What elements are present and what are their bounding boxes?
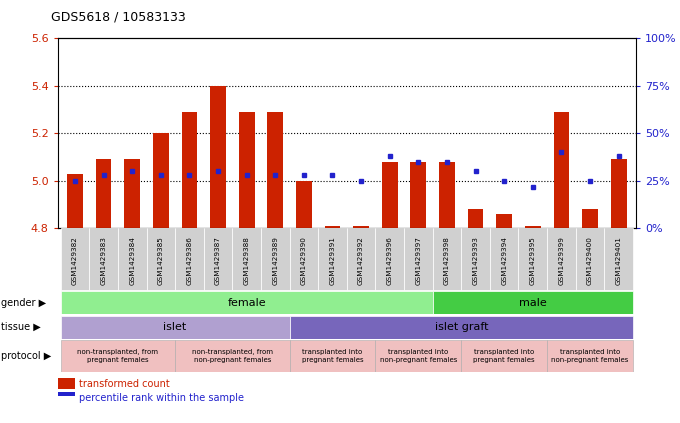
- Bar: [67, 174, 83, 228]
- Text: GSM1429388: GSM1429388: [243, 236, 250, 285]
- Bar: [375, 228, 404, 290]
- Bar: [89, 228, 118, 290]
- Text: GSM1429396: GSM1429396: [387, 236, 393, 285]
- Bar: [576, 228, 605, 290]
- Text: transplanted into
pregnant females: transplanted into pregnant females: [302, 349, 363, 363]
- Bar: [353, 226, 369, 228]
- Bar: [324, 226, 341, 228]
- Bar: [411, 162, 426, 228]
- Text: transplanted into
non-pregnant females: transplanted into non-pregnant females: [379, 349, 457, 363]
- Bar: [375, 340, 461, 372]
- Text: GSM1429393: GSM1429393: [473, 236, 479, 285]
- Bar: [347, 228, 375, 290]
- Bar: [382, 162, 398, 228]
- Text: GSM1429400: GSM1429400: [587, 236, 593, 285]
- Text: non-transplanted, from
pregnant females: non-transplanted, from pregnant females: [78, 349, 158, 363]
- Bar: [525, 226, 541, 228]
- Bar: [61, 291, 432, 314]
- Bar: [96, 159, 112, 228]
- Text: transformed count: transformed count: [80, 379, 170, 389]
- Text: percentile rank within the sample: percentile rank within the sample: [80, 393, 244, 403]
- Bar: [290, 316, 633, 339]
- Text: GSM1429390: GSM1429390: [301, 236, 307, 285]
- Bar: [432, 291, 633, 314]
- Bar: [239, 112, 254, 228]
- Text: GSM1429389: GSM1429389: [272, 236, 278, 285]
- Text: GSM1429394: GSM1429394: [501, 236, 507, 285]
- Bar: [582, 209, 598, 228]
- Text: female: female: [227, 298, 266, 308]
- Text: GSM1429385: GSM1429385: [158, 236, 164, 285]
- Bar: [404, 228, 432, 290]
- Text: GSM1429387: GSM1429387: [215, 236, 221, 285]
- Text: non-transplanted, from
non-pregnant females: non-transplanted, from non-pregnant fema…: [192, 349, 273, 363]
- Bar: [210, 85, 226, 228]
- Text: GSM1429386: GSM1429386: [186, 236, 192, 285]
- Bar: [61, 316, 290, 339]
- Bar: [611, 159, 626, 228]
- Text: GSM1429391: GSM1429391: [330, 236, 335, 285]
- Bar: [468, 209, 483, 228]
- Bar: [182, 112, 197, 228]
- Text: tissue ▶: tissue ▶: [1, 322, 40, 332]
- Bar: [233, 228, 261, 290]
- Bar: [496, 214, 512, 228]
- Text: islet graft: islet graft: [435, 322, 488, 332]
- Bar: [518, 228, 547, 290]
- Text: protocol ▶: protocol ▶: [1, 351, 51, 361]
- Bar: [605, 228, 633, 290]
- Text: GSM1429397: GSM1429397: [415, 236, 422, 285]
- Bar: [153, 133, 169, 228]
- Bar: [58, 378, 75, 389]
- Text: gender ▶: gender ▶: [1, 298, 46, 308]
- Bar: [204, 228, 233, 290]
- Text: GSM1429382: GSM1429382: [72, 236, 78, 285]
- Bar: [547, 228, 576, 290]
- Text: GSM1429384: GSM1429384: [129, 236, 135, 285]
- Text: transplanted into
non-pregnant females: transplanted into non-pregnant females: [551, 349, 629, 363]
- Text: GSM1429401: GSM1429401: [615, 236, 622, 285]
- Text: GDS5618 / 10583133: GDS5618 / 10583133: [51, 11, 186, 24]
- Text: GSM1429383: GSM1429383: [101, 236, 107, 285]
- Text: GSM1429395: GSM1429395: [530, 236, 536, 285]
- Text: male: male: [519, 298, 547, 308]
- Bar: [175, 340, 290, 372]
- Bar: [318, 228, 347, 290]
- Text: GSM1429392: GSM1429392: [358, 236, 364, 285]
- Bar: [61, 228, 89, 290]
- Bar: [261, 228, 290, 290]
- Bar: [124, 159, 140, 228]
- Text: GSM1429398: GSM1429398: [444, 236, 450, 285]
- Bar: [490, 228, 518, 290]
- Bar: [296, 181, 311, 228]
- Text: GSM1429399: GSM1429399: [558, 236, 564, 285]
- Bar: [439, 162, 455, 228]
- Bar: [118, 228, 146, 290]
- Bar: [461, 228, 490, 290]
- Bar: [290, 228, 318, 290]
- Bar: [175, 228, 204, 290]
- Bar: [61, 340, 175, 372]
- Text: transplanted into
pregnant females: transplanted into pregnant females: [473, 349, 535, 363]
- Bar: [554, 112, 569, 228]
- Bar: [547, 340, 633, 372]
- Bar: [146, 228, 175, 290]
- Bar: [267, 112, 283, 228]
- Bar: [58, 392, 75, 403]
- Bar: [290, 340, 375, 372]
- Bar: [461, 340, 547, 372]
- Text: islet: islet: [163, 322, 187, 332]
- Bar: [432, 228, 461, 290]
